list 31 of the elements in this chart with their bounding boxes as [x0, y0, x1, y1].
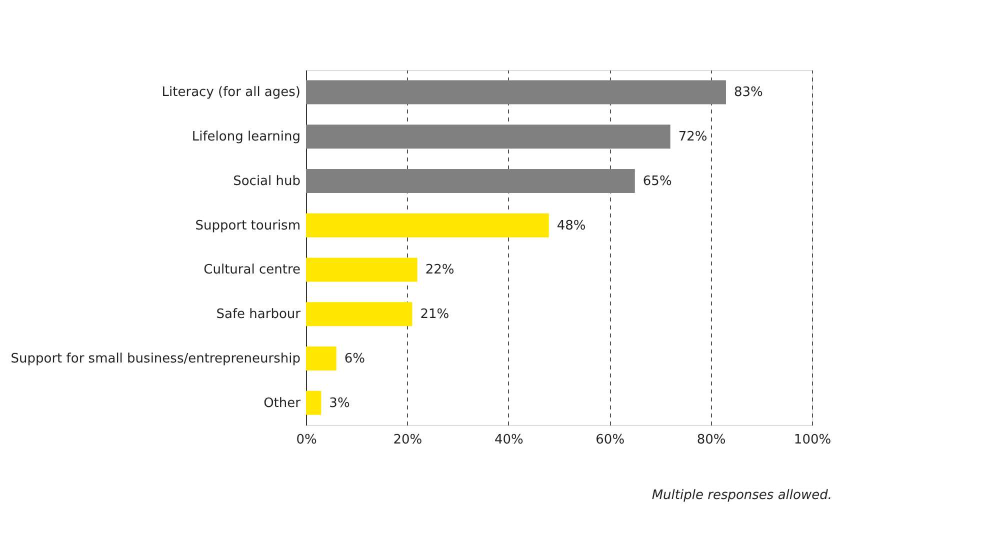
bar — [306, 80, 726, 104]
x-tick-label: 0% — [296, 432, 317, 448]
x-tick-label: 60% — [596, 432, 625, 448]
data-label: 3% — [329, 396, 350, 411]
y-tick-label: Other — [264, 396, 302, 411]
data-label: 6% — [344, 351, 365, 366]
y-tick-label: Support tourism — [195, 218, 300, 234]
data-label: 72% — [678, 130, 708, 145]
y-tick-label: Social hub — [233, 174, 300, 189]
bar — [306, 346, 336, 370]
bar — [306, 258, 418, 282]
bar — [306, 302, 412, 326]
bar — [306, 168, 635, 193]
text: Multiple responses allowed. — [652, 488, 832, 503]
bar — [306, 390, 322, 415]
x-tick-label: 20% — [393, 432, 422, 448]
data-label: 22% — [425, 262, 454, 278]
data-label: 65% — [642, 174, 672, 189]
y-tick-label: Lifelong learning — [192, 130, 300, 145]
y-tick-label: Literacy (for all ages) — [162, 85, 300, 100]
bar — [306, 124, 670, 149]
y-tick-label: Cultural centre — [204, 262, 300, 278]
data-label: 48% — [556, 218, 586, 234]
y-tick-label: Support for small business/entrepreneurship — [10, 351, 300, 366]
x-tick-label: 80% — [696, 432, 726, 448]
bar — [306, 213, 549, 238]
data-label: 21% — [420, 307, 450, 322]
x-tick-label: 100% — [794, 432, 832, 448]
data-label: 83% — [734, 85, 763, 100]
y-tick-label: Safe harbour — [216, 307, 302, 322]
x-tick-label: 40% — [494, 432, 524, 448]
